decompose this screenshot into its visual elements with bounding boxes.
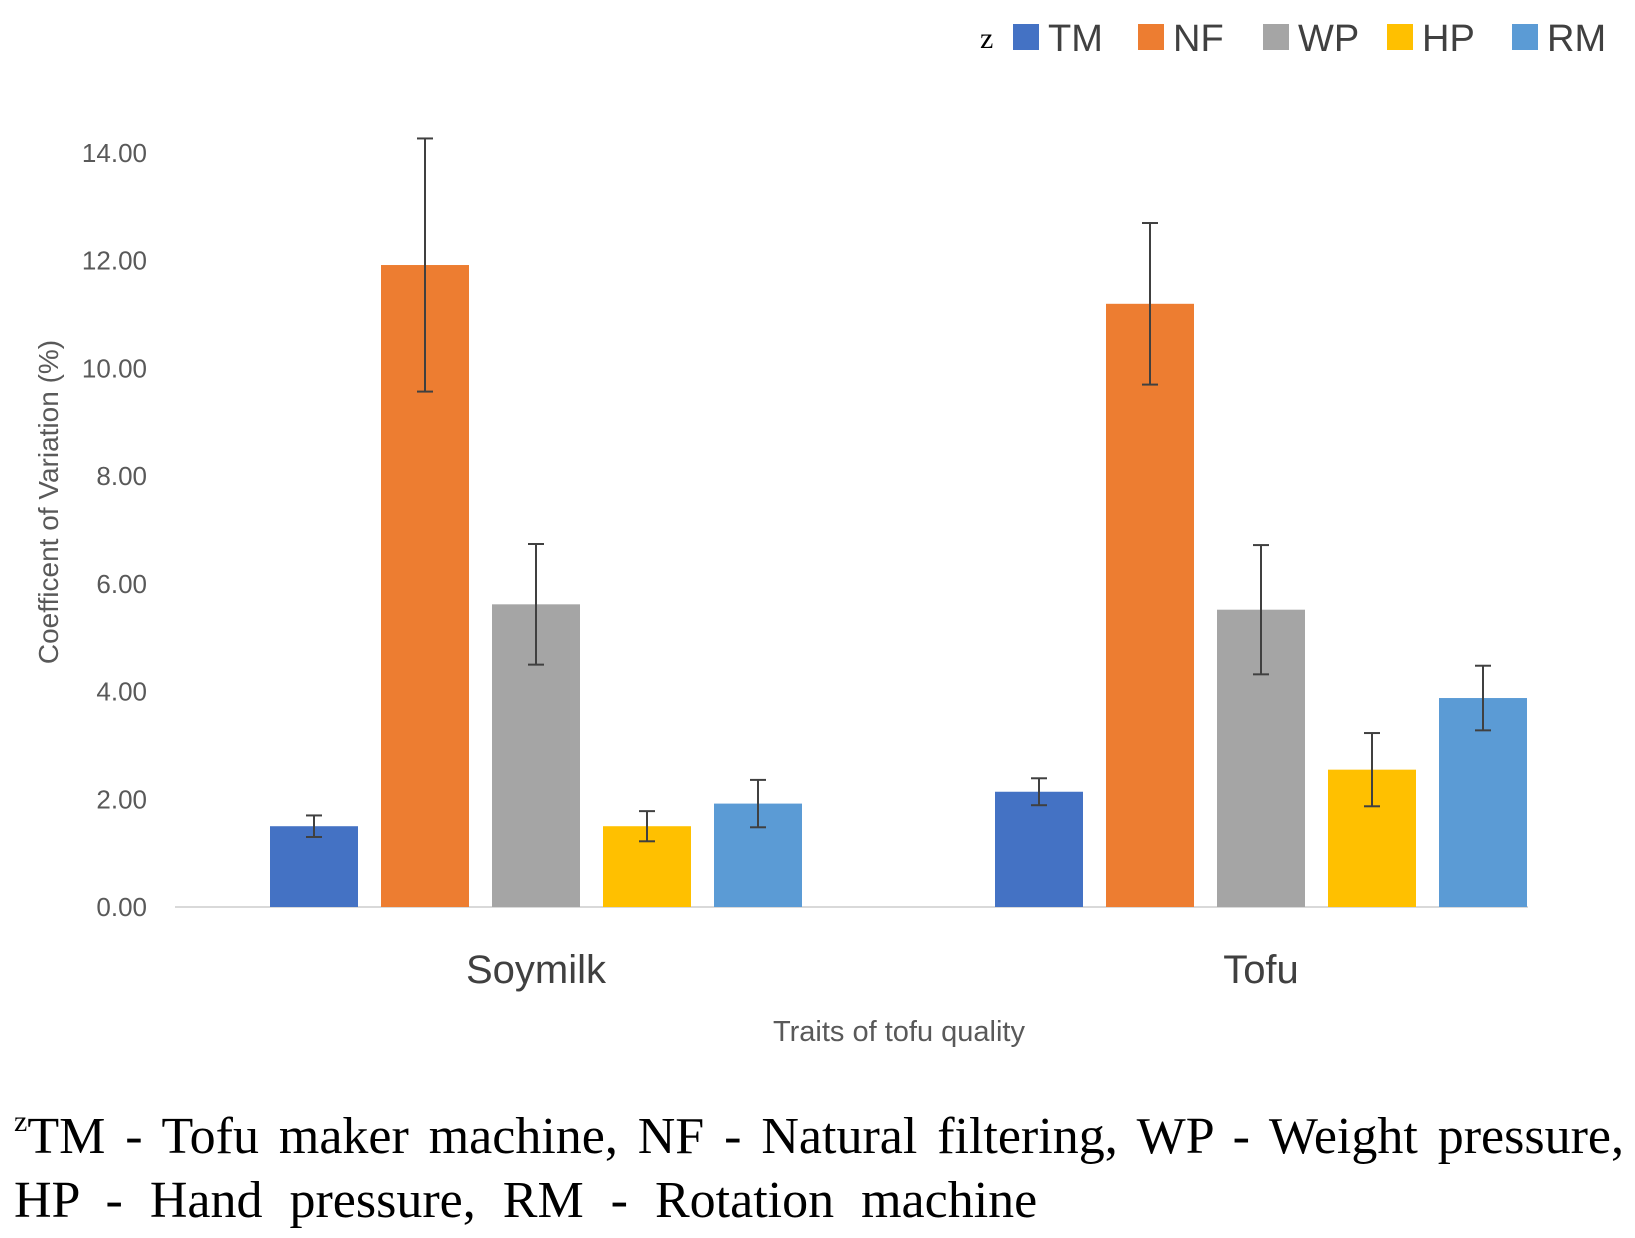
error-bar-nf-tofu: [1142, 222, 1158, 386]
error-bars: [306, 137, 1491, 843]
x-axis-categories: Soymilk Tofu: [466, 948, 1299, 992]
legend-label-rm: RM: [1547, 18, 1606, 60]
error-bar-tm-tofu: [1031, 777, 1047, 807]
error-bar-nf-soymilk: [417, 137, 433, 393]
footnote-line-2: HP - Hand pressure, RM - Rotation machin…: [14, 1172, 1038, 1229]
error-bar-rm-soymilk: [750, 778, 766, 829]
legend: z TM NF WP HP RM: [980, 18, 1606, 60]
error-bar-wp-soymilk: [528, 543, 544, 666]
legend-label-tm: TM: [1048, 18, 1103, 60]
bar-chart: z TM NF WP HP RM 0.00 2.00 4.00 6.00 8.00 10.00 12…: [33, 18, 1606, 1048]
x-tick-label-soymilk: Soymilk: [466, 948, 607, 992]
footnote-line-1: zTM - Tofu maker machine, NF - Natural f…: [14, 1105, 1624, 1169]
y-tick-label: 12.00: [82, 246, 147, 276]
bar-rm-tofu: [1439, 698, 1527, 907]
footnote-text-1: TM - Tofu maker machine, NF - Natural fi…: [27, 1108, 1624, 1165]
y-tick-label: 6.00: [96, 569, 147, 599]
legend-swatch-wp: [1263, 24, 1289, 50]
legend-label-hp: HP: [1422, 18, 1475, 60]
legend-marker: z: [980, 22, 993, 55]
y-tick-label: 10.00: [82, 353, 147, 383]
footnote: zTM - Tofu maker machine, NF - Natural f…: [14, 1105, 1624, 1233]
y-tick-label: 0.00: [96, 892, 147, 922]
bar-nf-tofu: [1106, 303, 1194, 907]
legend-label-wp: WP: [1298, 18, 1359, 60]
legend-label-nf: NF: [1173, 18, 1224, 60]
error-bar-rm-tofu: [1475, 664, 1491, 732]
error-bar-hp-soymilk: [639, 810, 655, 843]
x-axis-label: Traits of tofu quality: [773, 1016, 1025, 1048]
y-axis-label: Coefficent of Variation (%): [33, 340, 64, 664]
x-tick-label-tofu: Tofu: [1223, 948, 1299, 992]
error-bar-wp-tofu: [1253, 544, 1269, 676]
legend-swatch-nf: [1138, 24, 1164, 50]
legend-swatch-rm: [1512, 24, 1538, 50]
y-tick-label: 8.00: [96, 461, 147, 491]
y-tick-label: 14.00: [82, 138, 147, 168]
error-bar-tm-soymilk: [306, 814, 322, 838]
bar-tm-tofu: [995, 791, 1083, 907]
y-axis: 0.00 2.00 4.00 6.00 8.00 10.00 12.00 14.00: [82, 138, 147, 922]
bars: [270, 265, 1527, 908]
footnote-marker: z: [14, 1105, 28, 1138]
legend-swatch-hp: [1387, 24, 1413, 50]
legend-swatch-tm: [1013, 24, 1039, 50]
bar-tm-soymilk: [270, 826, 358, 907]
error-bar-hp-tofu: [1364, 732, 1380, 808]
y-tick-label: 4.00: [96, 677, 147, 707]
y-tick-label: 2.00: [96, 784, 147, 814]
